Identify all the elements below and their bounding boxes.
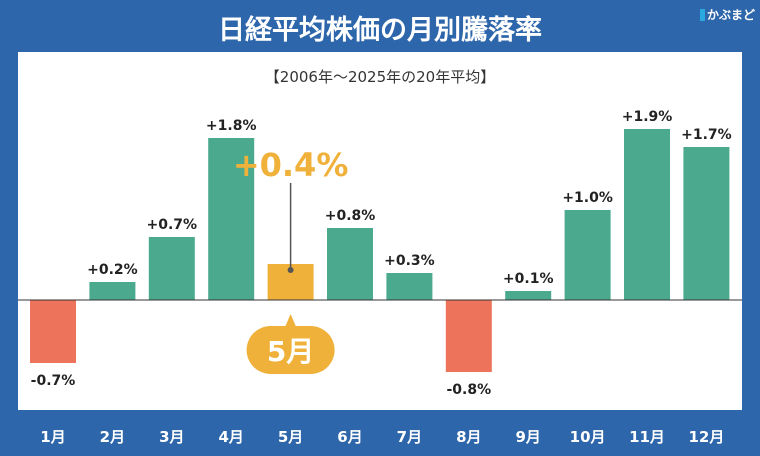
- bar-7: [386, 273, 433, 300]
- data-label-3: +0.7%: [147, 217, 198, 233]
- x-tick-label-1: 1月: [40, 428, 65, 446]
- bar-8: [445, 300, 492, 372]
- data-label-7: +0.3%: [384, 253, 435, 269]
- x-tick-label-10: 10月: [570, 428, 606, 446]
- data-label-6: +0.8%: [325, 208, 376, 224]
- data-label-1: -0.7%: [31, 373, 76, 389]
- x-tick-label-7: 7月: [397, 428, 422, 446]
- callout-dot: [287, 267, 294, 273]
- bar-4: [208, 138, 255, 300]
- bar-3: [148, 237, 195, 300]
- data-label-8: -0.8%: [446, 382, 491, 398]
- data-label-9: +0.1%: [503, 271, 554, 287]
- data-label-10: +1.0%: [562, 190, 613, 206]
- month-badge-label: 5月: [267, 335, 314, 368]
- bar-9: [505, 291, 552, 300]
- x-tick-label-12: 12月: [688, 428, 724, 446]
- logo-text: かぶまど: [707, 8, 756, 22]
- x-tick-label-4: 4月: [218, 428, 243, 446]
- data-label-12: +1.7%: [681, 127, 732, 143]
- bar-10: [564, 210, 611, 300]
- x-tick-label-9: 9月: [515, 428, 540, 446]
- data-label-4: +1.8%: [206, 118, 257, 134]
- x-tick-label-3: 3月: [159, 428, 184, 446]
- chart-title: 日経平均株価の月別騰落率: [218, 15, 542, 46]
- bar-6: [327, 228, 373, 300]
- bar-1: [30, 300, 76, 363]
- chart-subtitle: 【2006年〜2025年の20年平均】: [265, 68, 495, 86]
- highlight-label: +0.4%: [233, 146, 349, 184]
- plot-panel: [18, 52, 742, 410]
- logo: かぶまど: [700, 6, 755, 23]
- x-tick-label-5: 5月: [278, 428, 303, 446]
- data-label-2: +0.2%: [87, 262, 138, 278]
- badge-pointer: [284, 314, 297, 328]
- month-badge: [246, 326, 335, 374]
- x-tick-label-8: 8月: [456, 428, 481, 446]
- x-tick-label-2: 2月: [100, 428, 125, 446]
- bar-2: [89, 282, 136, 300]
- logo-icon: [700, 8, 705, 21]
- x-tick-label-6: 6月: [337, 428, 362, 446]
- bar-11: [624, 129, 670, 300]
- x-tick-label-11: 11月: [629, 428, 665, 446]
- data-label-11: +1.9%: [622, 109, 673, 125]
- bar-12: [683, 147, 730, 300]
